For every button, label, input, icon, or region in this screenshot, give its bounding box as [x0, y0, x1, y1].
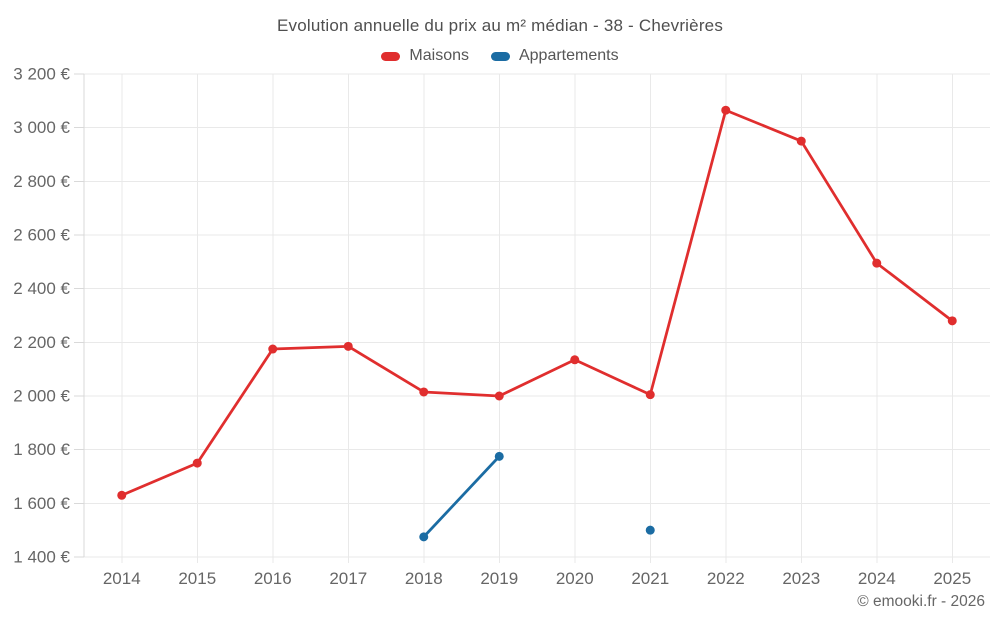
legend: Maisons Appartements [0, 46, 1000, 66]
svg-text:2 400 €: 2 400 € [13, 279, 70, 298]
svg-text:2 000 €: 2 000 € [13, 387, 70, 406]
svg-text:2020: 2020 [556, 569, 594, 588]
svg-text:1 800 €: 1 800 € [13, 440, 70, 459]
svg-text:3 200 €: 3 200 € [13, 65, 70, 84]
svg-text:2019: 2019 [480, 569, 518, 588]
svg-text:1 600 €: 1 600 € [13, 494, 70, 513]
svg-text:2 200 €: 2 200 € [13, 333, 70, 352]
svg-text:2021: 2021 [631, 569, 669, 588]
svg-text:2 800 €: 2 800 € [13, 172, 70, 191]
svg-text:2 600 €: 2 600 € [13, 226, 70, 245]
legend-item-maisons[interactable]: Maisons [381, 47, 469, 65]
svg-text:2023: 2023 [782, 569, 820, 588]
svg-text:1 400 €: 1 400 € [13, 548, 70, 567]
svg-text:2017: 2017 [329, 569, 367, 588]
maisons-color-swatch [381, 51, 401, 61]
svg-text:2018: 2018 [405, 569, 443, 588]
svg-text:2022: 2022 [707, 569, 745, 588]
chart-title: Evolution annuelle du prix au m² médian … [276, 16, 724, 35]
svg-text:2024: 2024 [858, 569, 896, 588]
legend-item-appartements[interactable]: Appartements [490, 47, 619, 65]
legend-label-maisons: Maisons [409, 47, 469, 64]
svg-text:2015: 2015 [178, 569, 216, 588]
appartements-color-swatch [490, 51, 510, 61]
svg-text:2014: 2014 [103, 569, 141, 588]
svg-text:3 000 €: 3 000 € [13, 118, 70, 137]
svg-text:2016: 2016 [254, 569, 292, 588]
svg-text:2025: 2025 [933, 569, 971, 588]
copyright-footer: © emooki.fr - 2026 [857, 593, 985, 610]
legend-label-appartements: Appartements [518, 47, 619, 64]
